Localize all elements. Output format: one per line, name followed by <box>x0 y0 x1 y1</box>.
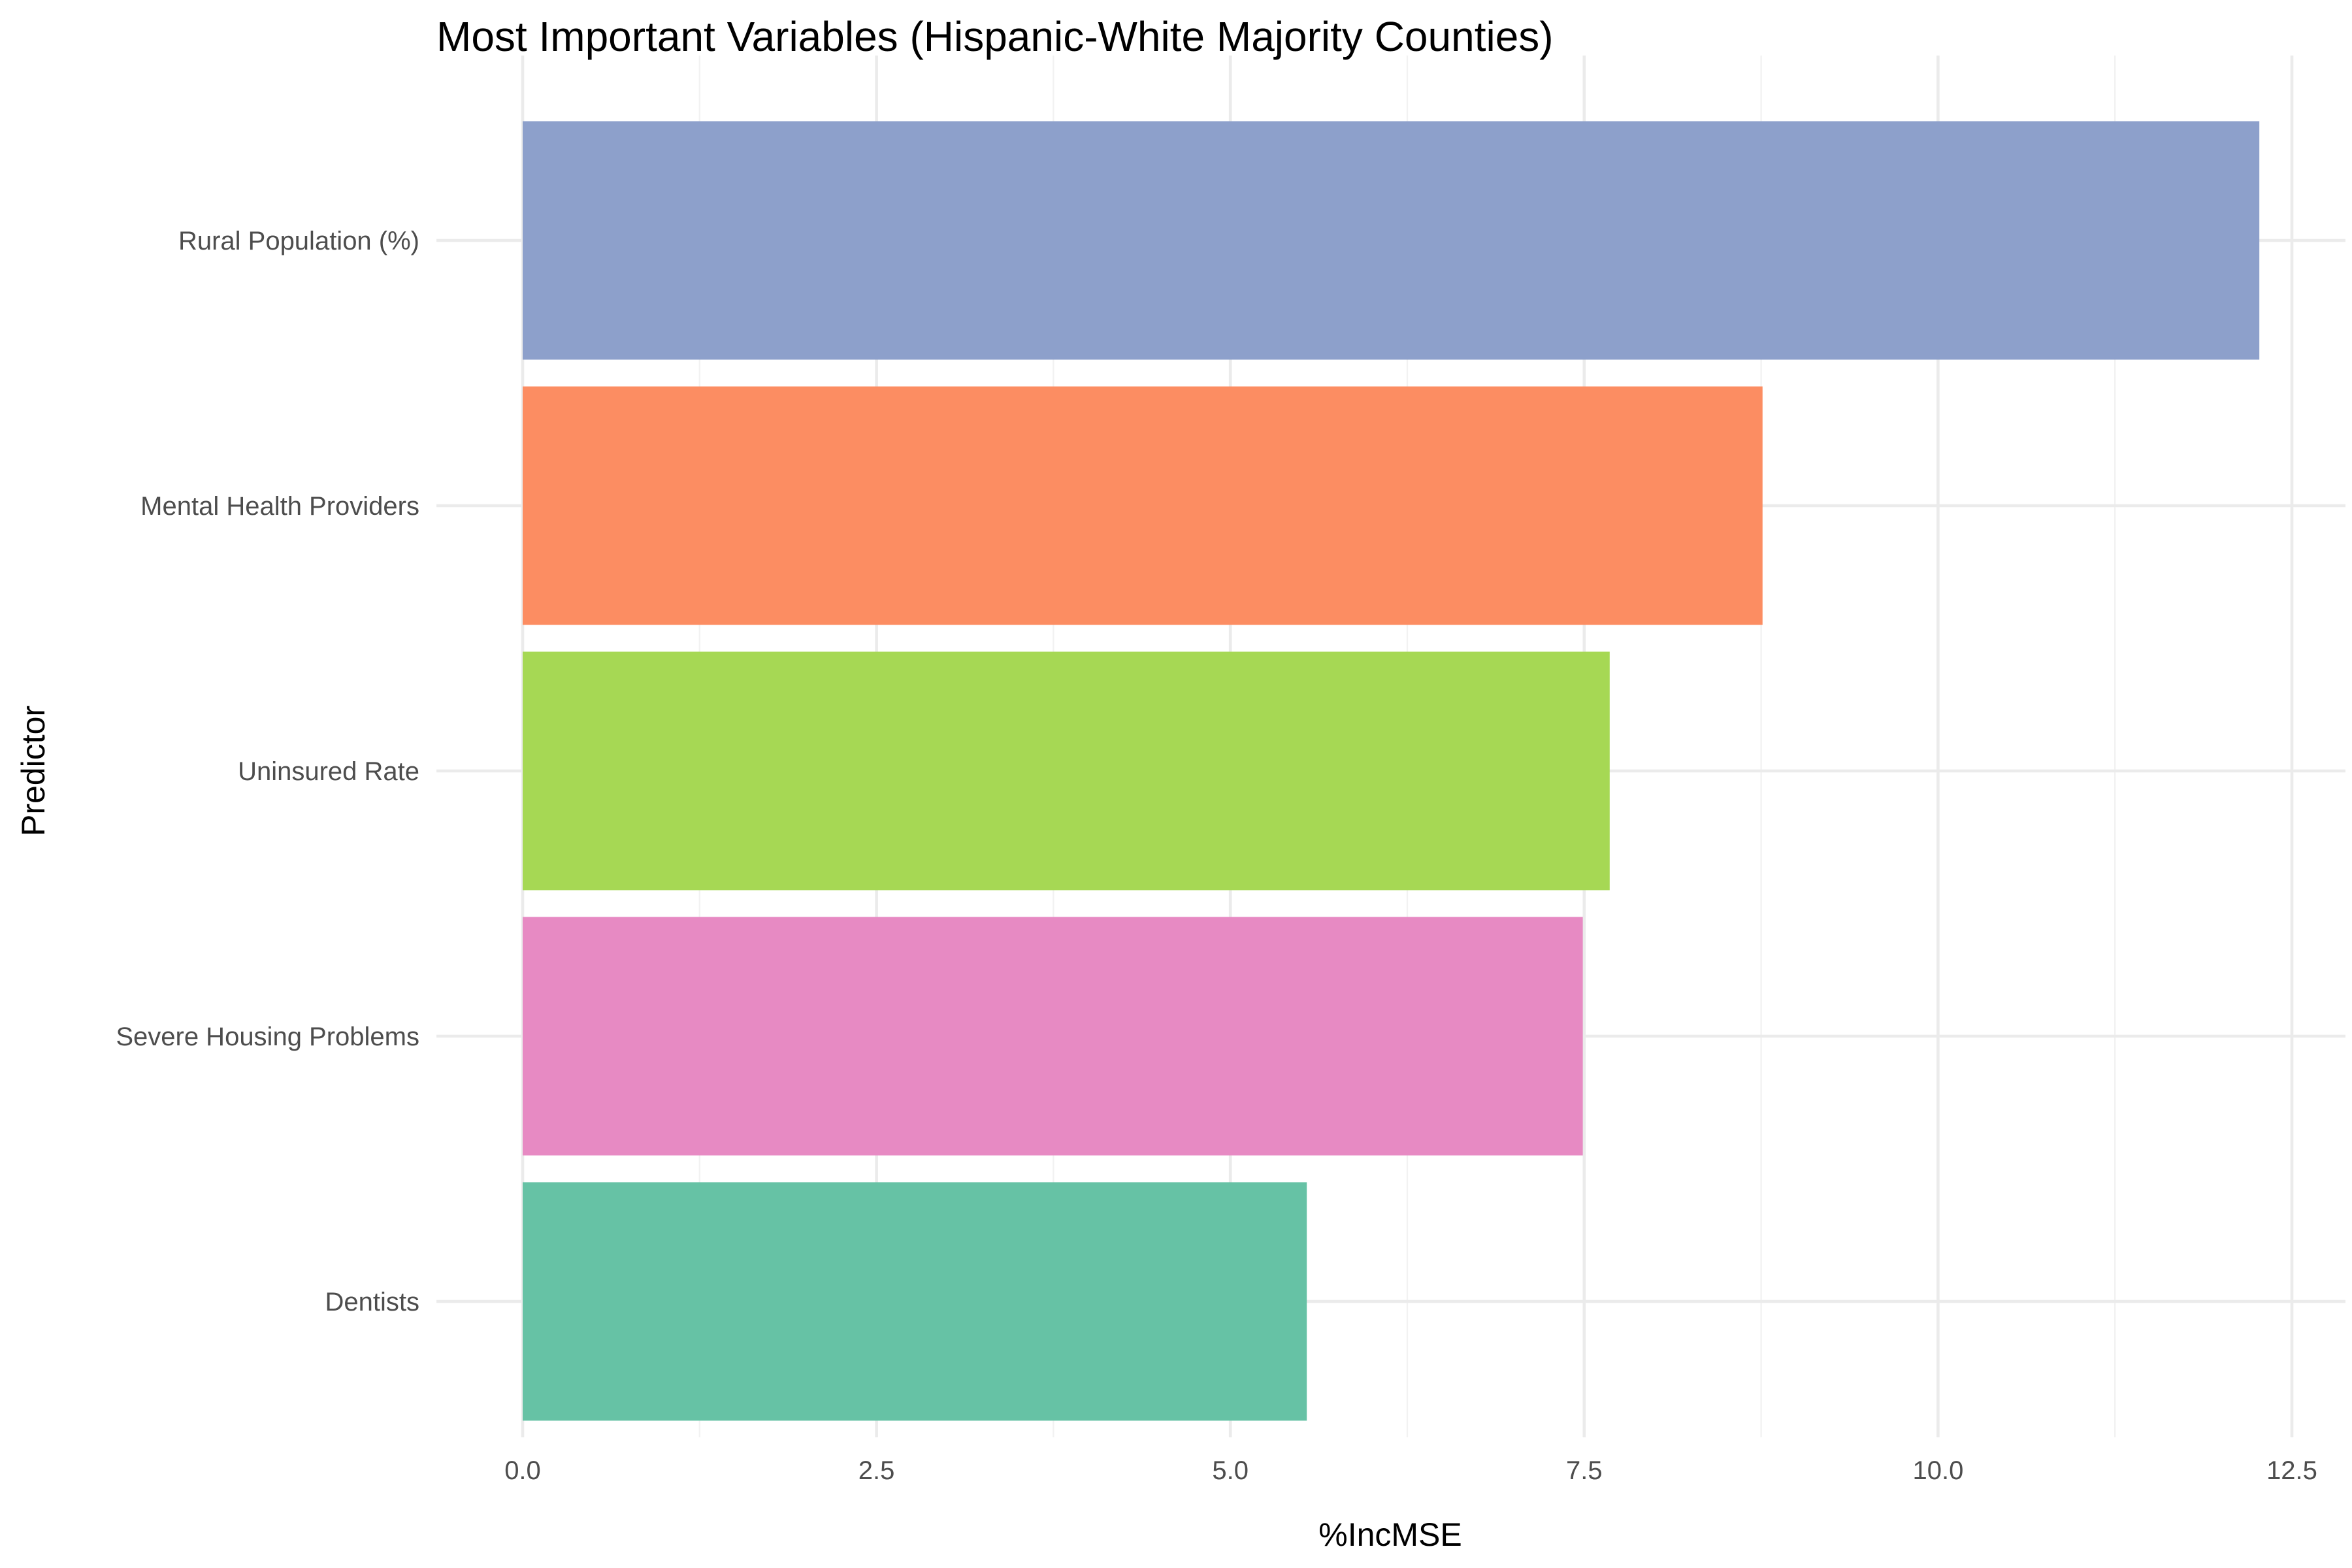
x-tick-label: 5.0 <box>1212 1456 1249 1485</box>
x-tick-label: 7.5 <box>1566 1456 1603 1485</box>
y-tick-label: Uninsured Rate <box>238 757 419 786</box>
x-tick-label: 12.5 <box>2266 1456 2317 1485</box>
bar-dentists <box>523 1182 1307 1421</box>
bars <box>523 121 2260 1421</box>
x-tick-label: 2.5 <box>858 1456 895 1485</box>
x-tick-labels: 0.0 2.5 5.0 7.5 10.0 12.5 <box>504 1456 2317 1485</box>
y-axis-title: Predictor <box>15 706 52 836</box>
y-tick-label: Mental Health Providers <box>140 492 419 521</box>
chart-title: Most Important Variables (Hispanic-White… <box>436 13 1554 60</box>
x-axis-title: %IncMSE <box>1318 1516 1462 1553</box>
bar-mental-health-providers <box>523 386 1763 625</box>
y-tick-label: Rural Population (%) <box>178 227 419 255</box>
x-tick-label: 10.0 <box>1912 1456 1963 1485</box>
bar-uninsured-rate <box>523 651 1610 890</box>
y-tick-label: Dentists <box>325 1288 420 1316</box>
bar-severe-housing-problems <box>523 917 1583 1156</box>
y-tick-label: Severe Housing Problems <box>116 1022 419 1051</box>
x-tick-label: 0.0 <box>504 1456 541 1485</box>
bar-rural-population <box>523 121 2260 360</box>
y-tick-labels: Rural Population (%) Mental Health Provid… <box>116 227 419 1316</box>
